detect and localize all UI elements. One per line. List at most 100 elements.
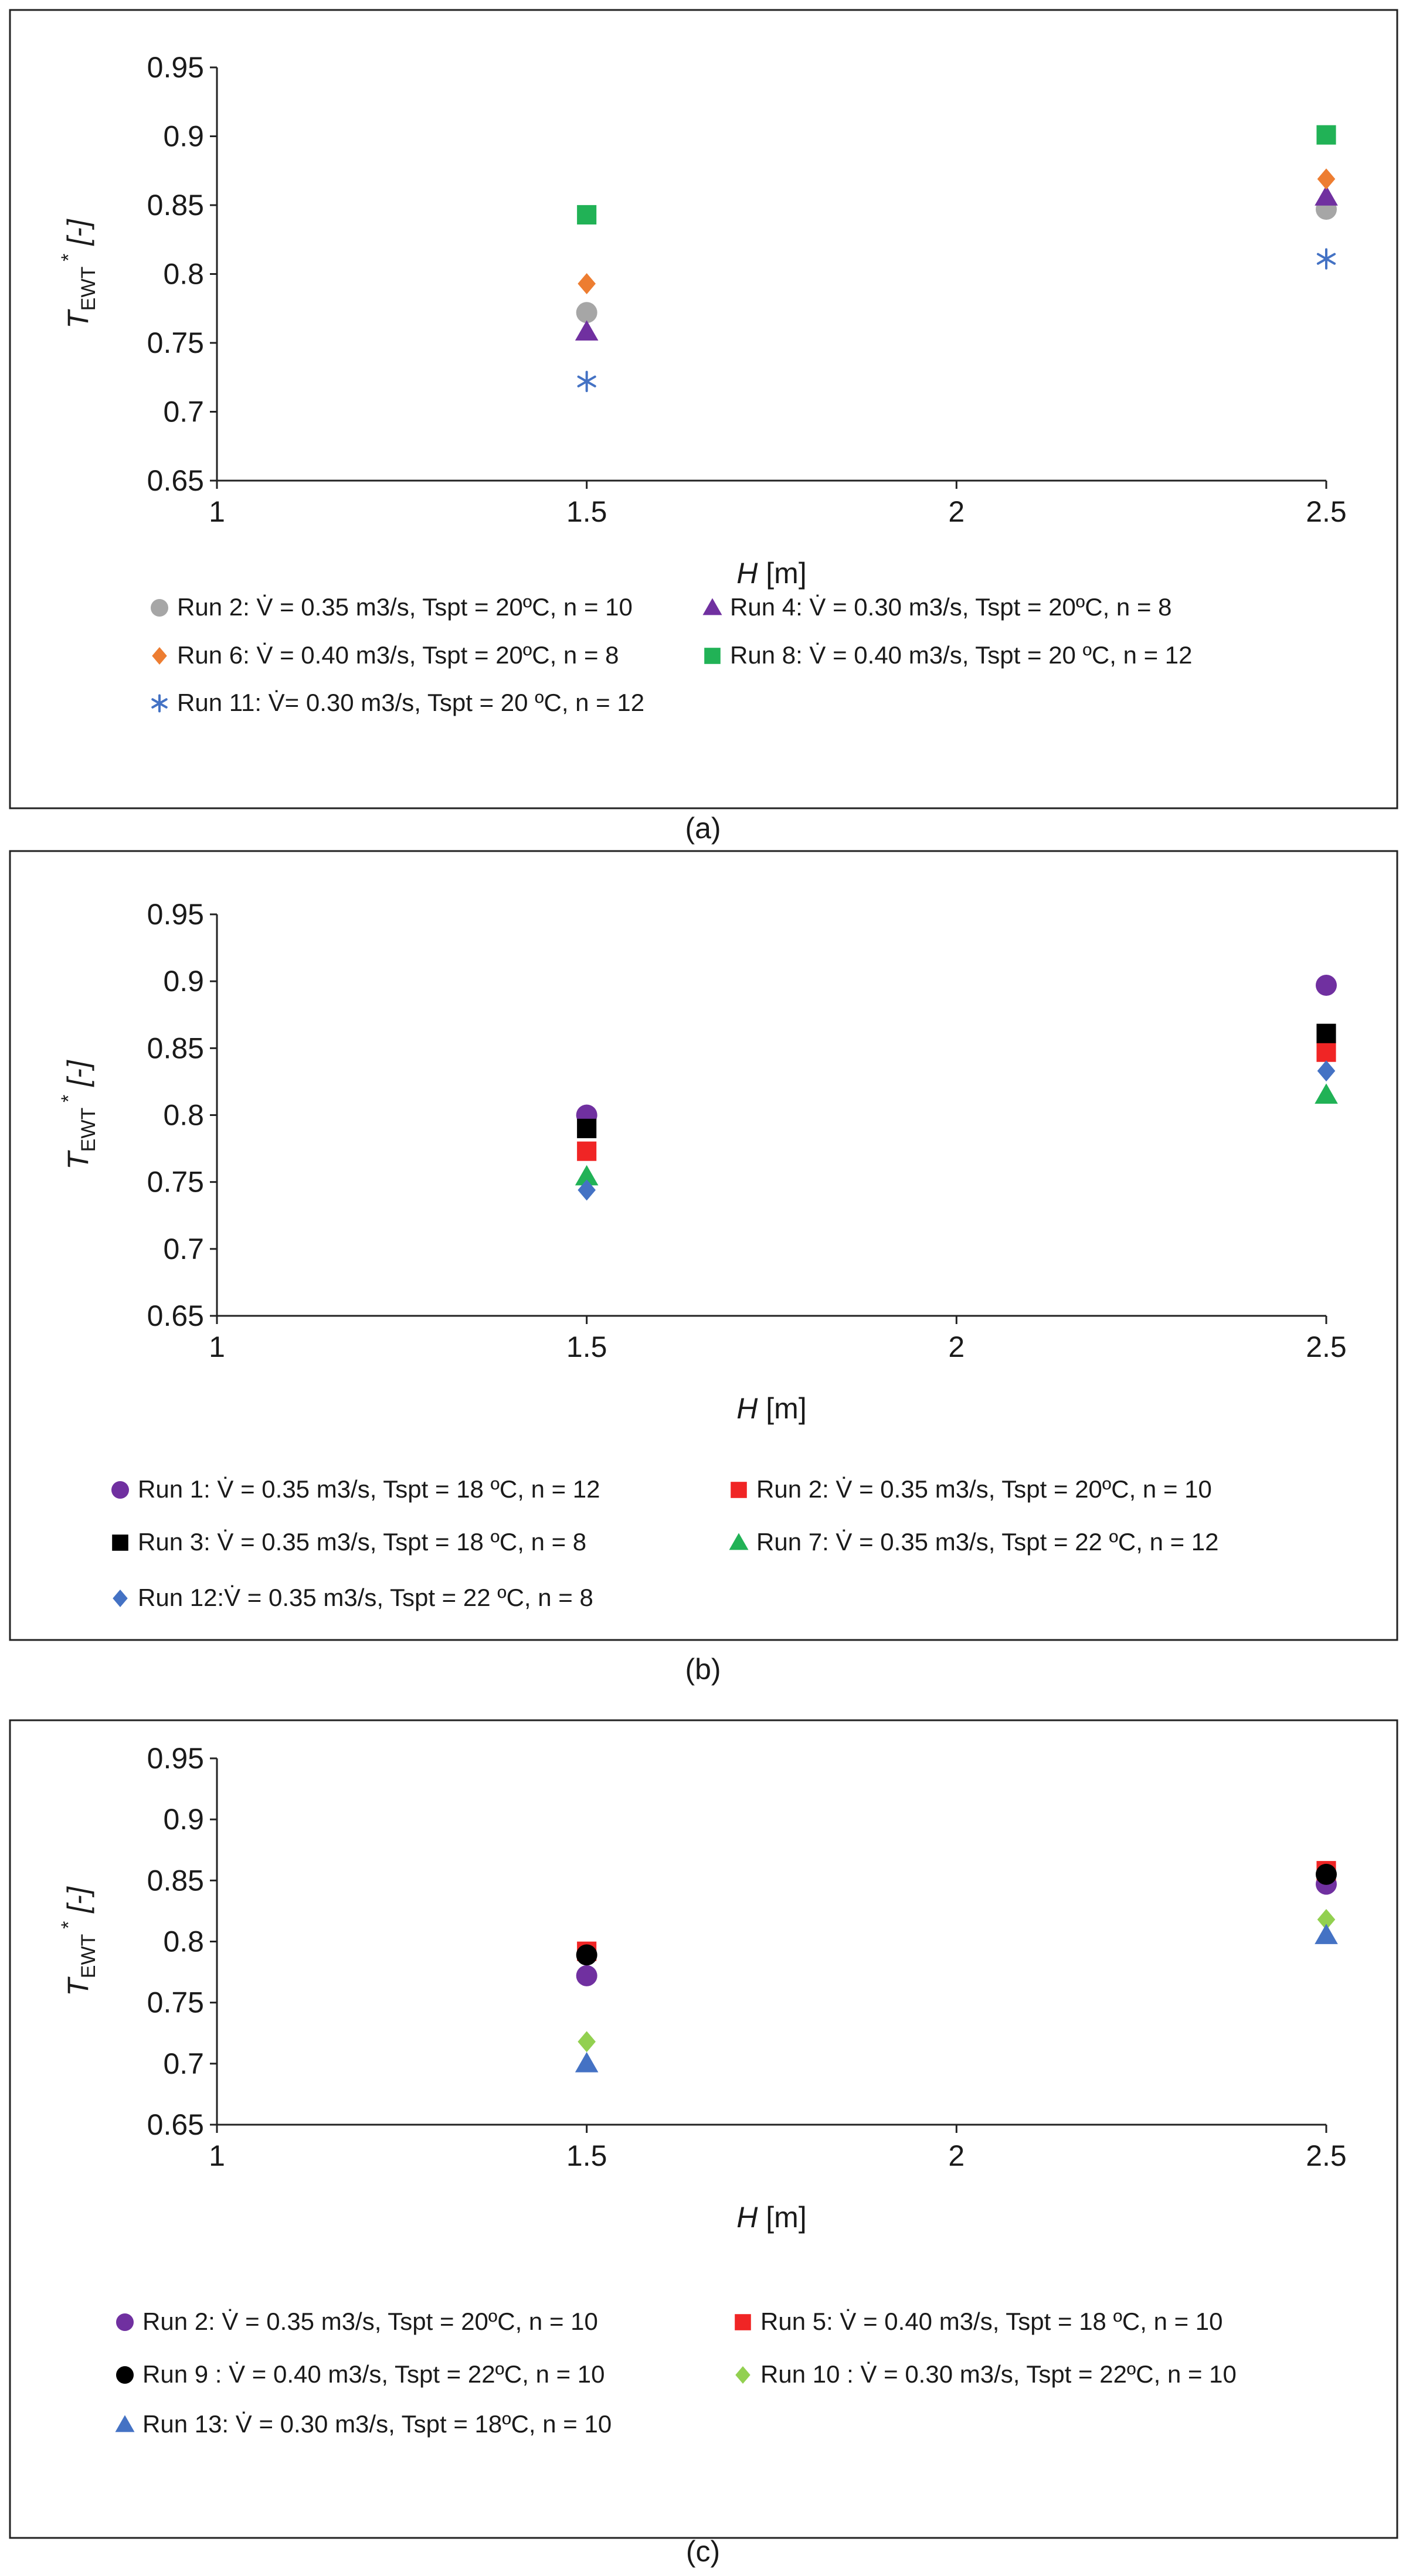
data-point-stroke [1316, 253, 1336, 265]
data-point [578, 2031, 596, 2053]
data-point [575, 2052, 599, 2073]
x-tick-label: 1 [209, 1330, 225, 1363]
data-point [1315, 185, 1338, 206]
legend-item: Run 13: V̇ = 0.30 m3/s, Tspt = 18ºC, n =… [115, 2410, 612, 2438]
x-tick-label: 2 [948, 2139, 964, 2172]
legend-label: Run 10 : V̇ = 0.30 m3/s, Tspt = 22ºC, n … [760, 2360, 1237, 2388]
y-tick-label: 0.9 [163, 1803, 204, 1836]
data-point [1317, 1060, 1336, 1082]
data-point [577, 205, 597, 225]
chart-panel-b: 0.65 0.7 0.75 0.8 0.85 0.9 0.95 1 1.5 2 2.5 H [m] TE… [9, 850, 1398, 1641]
panel-caption: (c) [686, 2535, 720, 2568]
legend-marker [151, 694, 168, 713]
x-tick-label: 2 [948, 1330, 964, 1363]
chart-panel-a: 0.65 0.7 0.75 0.8 0.85 0.9 0.95 1 1.5 2 2.5 H [m] TE… [9, 9, 1398, 809]
series-2 [577, 1861, 1336, 1961]
series-5 [575, 1924, 1338, 2073]
series-4 [578, 1909, 1336, 2053]
series-4 [575, 1083, 1338, 1186]
legend-label: Run 3: V̇ = 0.35 m3/s, Tspt = 18 ºC, n =… [138, 1528, 586, 1556]
y-tick-label: 0.75 [147, 1986, 204, 2019]
legend-label: Run 2: V̇ = 0.35 m3/s, Tspt = 20ºC, n = … [756, 1475, 1212, 1503]
data-point [1315, 1083, 1338, 1104]
x-tick-label: 1 [209, 495, 225, 528]
data-point [575, 1165, 599, 1186]
y-axis-label: TEWT * [-] [57, 1060, 100, 1170]
x-tick-label: 2 [948, 495, 964, 528]
y-tick-label: 0.8 [163, 1099, 204, 1132]
y-tick-label: 0.75 [147, 1166, 204, 1199]
series-2 [575, 185, 1338, 341]
series-1 [576, 975, 1337, 1126]
data-point [577, 1118, 597, 1138]
x-tick-label: 2.5 [1306, 495, 1347, 528]
y-tick-label: 0.65 [147, 464, 204, 497]
data-point [1317, 168, 1336, 190]
legend-item: Run 2: V̇ = 0.35 m3/s, Tspt = 20ºC, n = … [731, 1475, 1212, 1503]
legend-label: Run 1: V̇ = 0.35 m3/s, Tspt = 18 ºC, n =… [138, 1475, 600, 1503]
y-tick-label: 0.95 [147, 51, 204, 84]
legend: Run 2: V̇ = 0.35 m3/s, Tspt = 20ºC, n = … [115, 2308, 1237, 2438]
x-tick-label: 1.5 [566, 2139, 607, 2172]
data-point [1316, 1863, 1337, 1885]
x-tick-label: 1.5 [566, 495, 607, 528]
legend-item: Run 7: V̇ = 0.35 m3/s, Tspt = 22 ºC, n =… [729, 1528, 1219, 1556]
series-2 [577, 1042, 1336, 1161]
y-tick-label: 0.95 [147, 1742, 204, 1775]
series-3 [578, 168, 1336, 294]
data-point [577, 370, 596, 392]
y-tick-label: 0.65 [147, 1299, 204, 1332]
data-point [1316, 1023, 1336, 1043]
series-3 [577, 1023, 1336, 1138]
legend-label: Run 2: V̇ = 0.35 m3/s, Tspt = 20ºC, n = … [142, 2308, 598, 2335]
legend-item: Run 6: V̇ = 0.40 m3/s, Tspt = 20ºC, n = … [152, 641, 619, 669]
legend-marker [151, 599, 168, 617]
legend-label: Run 8: V̇ = 0.40 m3/s, Tspt = 20 ºC, n =… [730, 641, 1193, 669]
legend-item: Run 12:V̇ = 0.35 m3/s, Tspt = 22 ºC, n =… [113, 1584, 593, 1611]
legend-marker [702, 598, 722, 615]
panel-caption: (a) [685, 812, 721, 845]
y-tick-label: 0.7 [163, 396, 204, 428]
legend-item: Run 9 : V̇ = 0.40 m3/s, Tspt = 22ºC, n =… [116, 2360, 605, 2388]
legend-label: Run 12:V̇ = 0.35 m3/s, Tspt = 22 ºC, n =… [138, 1584, 593, 1611]
series-1 [576, 1873, 1337, 1986]
data-point [1315, 1924, 1338, 1944]
x-axis-label: H [m] [736, 557, 806, 590]
data-point [578, 273, 596, 294]
x-axis-label: H [m] [736, 2201, 806, 2234]
y-tick-label: 0.95 [147, 898, 204, 931]
data-point [1316, 975, 1337, 996]
legend-marker-stroke [151, 698, 168, 709]
y-axis-label: TEWT * [-] [57, 219, 100, 329]
data-point [576, 1944, 597, 1966]
data-point [1316, 125, 1336, 145]
legend-item: Run 5: V̇ = 0.40 m3/s, Tspt = 18 ºC, n =… [735, 2308, 1223, 2335]
data-point [578, 1179, 596, 1201]
legend-label: Run 4: V̇ = 0.30 m3/s, Tspt = 20ºC, n = … [730, 593, 1172, 621]
legend-marker [111, 1481, 129, 1499]
legend-label: Run 11: V̇= 0.30 m3/s, Tspt = 20 ºC, n =… [177, 689, 644, 716]
legend-marker [112, 1534, 128, 1551]
y-tick-label: 0.7 [163, 1233, 204, 1265]
series-5 [577, 248, 1336, 392]
x-tick-label: 1 [209, 2139, 225, 2172]
data-point [576, 302, 597, 324]
legend-marker [735, 2366, 750, 2384]
y-axis-label: TEWT * [-] [57, 1886, 100, 1996]
data-point [1317, 1909, 1336, 1930]
chart-panel-c: 0.65 0.7 0.75 0.8 0.85 0.9 0.95 1 1.5 2 2.5 H [m] TE… [9, 1719, 1398, 2539]
legend-marker [152, 647, 167, 665]
panel-caption: (b) [685, 1653, 721, 1686]
y-tick-label: 0.85 [147, 1864, 204, 1897]
legend-label: Run 9 : V̇ = 0.40 m3/s, Tspt = 22ºC, n =… [142, 2360, 605, 2388]
y-tick-label: 0.8 [163, 1925, 204, 1958]
legend-marker [116, 2313, 134, 2331]
legend-label: Run 6: V̇ = 0.40 m3/s, Tspt = 20ºC, n = … [177, 641, 619, 669]
series-5 [578, 1060, 1336, 1201]
legend-item: Run 11: V̇= 0.30 m3/s, Tspt = 20 ºC, n =… [151, 689, 644, 716]
series-3 [576, 1863, 1337, 1966]
legend-label: Run 2: V̇ = 0.35 m3/s, Tspt = 20ºC, n = … [177, 593, 633, 621]
y-tick-label: 0.9 [163, 965, 204, 998]
x-tick-label: 1.5 [566, 1330, 607, 1363]
